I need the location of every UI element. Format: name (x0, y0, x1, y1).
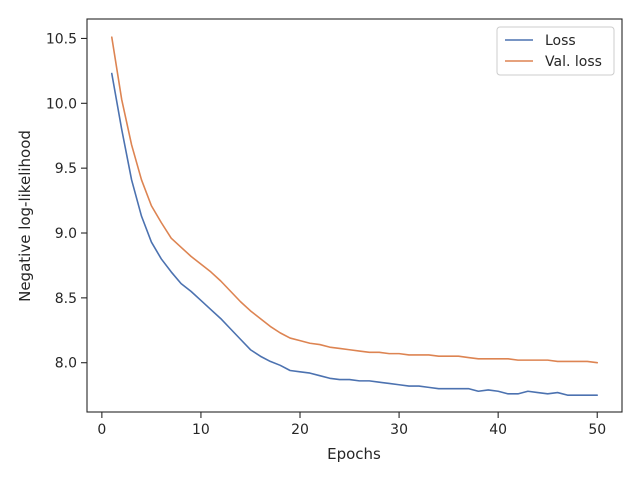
plot-area (86, 18, 623, 413)
y-tick-label: 8.0 (55, 356, 77, 372)
legend-box (496, 26, 615, 76)
x-tick-label: 10 (192, 422, 210, 438)
y-tick-label: 9.0 (55, 226, 77, 242)
x-tick-label: 20 (291, 422, 309, 438)
y-tick-label: 8.5 (55, 291, 77, 307)
x-tick-label: 50 (588, 422, 606, 438)
y-axis-ticks: 8.0 8.5 9.0 9.5 10.0 10.5 (46, 31, 87, 372)
y-tick-label: 10.5 (46, 31, 77, 47)
legend-label: Loss (545, 33, 576, 49)
x-axis-label: Epochs (327, 445, 381, 463)
x-tick-label: 0 (97, 422, 106, 438)
series-line-val-loss (110, 36, 599, 364)
series-line-loss (110, 72, 599, 396)
x-tick-label: 40 (489, 422, 507, 438)
axes-frame (86, 18, 623, 413)
y-tick-label: 10.0 (46, 96, 77, 112)
x-tick-label: 30 (390, 422, 408, 438)
y-axis-label: Negative log-likelihood (16, 130, 34, 302)
legend: Loss Val. loss (496, 26, 615, 76)
x-axis-ticks: 0 10 20 30 40 50 (97, 412, 606, 438)
legend-label: Val. loss (545, 54, 602, 70)
y-tick-label: 9.5 (55, 161, 77, 177)
